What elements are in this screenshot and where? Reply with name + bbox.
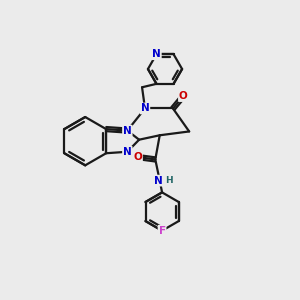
Text: N: N <box>123 126 132 136</box>
Text: N: N <box>152 49 161 59</box>
Text: N: N <box>141 103 149 113</box>
Text: O: O <box>179 91 188 101</box>
Text: F: F <box>158 226 166 236</box>
Text: N: N <box>154 176 163 186</box>
Text: N: N <box>123 147 132 157</box>
Text: H: H <box>165 176 173 185</box>
Text: O: O <box>133 152 142 162</box>
